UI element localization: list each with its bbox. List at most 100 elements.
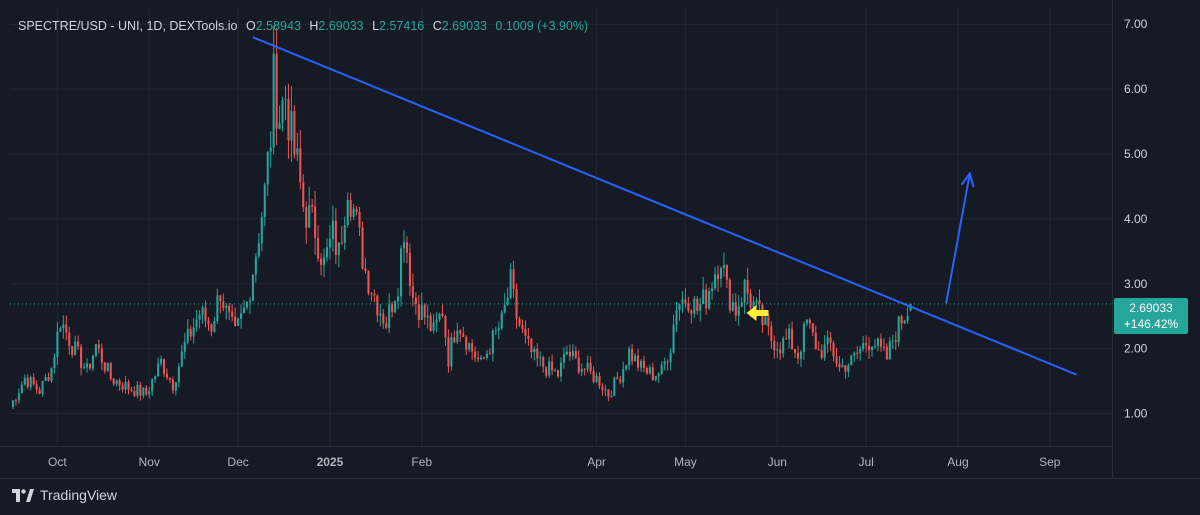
x-tick-label: Apr: [587, 455, 606, 469]
candle-body: [47, 376, 50, 381]
candle-body: [728, 279, 731, 311]
candle-body: [894, 340, 897, 343]
candle-body: [459, 330, 462, 334]
candle-body: [823, 344, 826, 358]
candle-body: [767, 316, 770, 327]
candle: [399, 245, 403, 307]
candle-body: [361, 227, 364, 269]
candle: [257, 233, 260, 259]
candle-body: [456, 330, 459, 343]
candle: [91, 354, 94, 371]
candle-body: [213, 320, 216, 332]
candle-body: [545, 366, 548, 376]
candle-body: [441, 313, 444, 316]
candle: [278, 105, 281, 130]
candle-body: [497, 328, 500, 331]
candle-body: [654, 376, 657, 380]
candle: [681, 291, 684, 314]
candle: [705, 284, 708, 315]
candle-body: [681, 299, 684, 305]
candle-body: [687, 303, 690, 311]
candle: [447, 329, 450, 373]
candle: [666, 359, 669, 371]
yellow-arrow-left-icon: [746, 304, 769, 321]
candle: [559, 357, 563, 382]
candle: [432, 313, 435, 334]
high-label: H: [309, 19, 319, 33]
candle: [337, 242, 340, 268]
candle-body: [165, 373, 169, 378]
candle: [44, 373, 47, 381]
candle: [743, 278, 746, 314]
candle-body: [773, 340, 776, 351]
candle: [663, 357, 666, 371]
candle: [782, 336, 785, 358]
candle-body: [417, 304, 420, 321]
candle: [177, 363, 180, 387]
candle: [26, 374, 29, 390]
candle: [266, 151, 269, 197]
candle: [373, 289, 376, 303]
candle: [468, 342, 471, 353]
candle: [240, 304, 243, 329]
candle: [94, 343, 97, 358]
candle: [388, 293, 391, 334]
candle-body: [376, 295, 379, 316]
candle: [163, 358, 166, 378]
candle: [512, 260, 515, 298]
candle: [385, 316, 388, 330]
candle: [891, 334, 894, 349]
candle-body: [589, 362, 592, 372]
candle: [320, 253, 323, 276]
candle: [225, 303, 228, 320]
candle-body: [328, 238, 331, 248]
breakout-arrow: [945, 171, 975, 304]
candle-body: [530, 338, 533, 353]
candle-body: [17, 393, 20, 401]
candle-body: [491, 330, 494, 354]
candle-body: [225, 305, 228, 309]
candle-body: [91, 355, 94, 369]
low-label: L: [372, 19, 380, 33]
candle: [296, 132, 299, 162]
candle-body: [705, 289, 708, 309]
candle-body: [231, 311, 234, 317]
candle-body: [586, 362, 589, 370]
candle: [906, 306, 909, 324]
candle: [548, 356, 551, 379]
candle-body: [592, 371, 595, 382]
candle-body: [228, 305, 231, 312]
high-value: 2.69033: [318, 19, 364, 33]
candle: [139, 381, 142, 401]
y-tick-label: 3.00: [1124, 277, 1148, 291]
candle: [785, 328, 788, 340]
candle: [651, 362, 654, 381]
candle-body: [65, 324, 68, 333]
candle-body: [610, 396, 613, 398]
candle: [53, 353, 56, 374]
candle-body: [850, 355, 853, 366]
candle-body: [645, 368, 648, 374]
candle: [527, 327, 530, 346]
candle: [32, 373, 35, 386]
candle: [672, 314, 675, 354]
candle-body: [388, 304, 391, 328]
candle: [334, 208, 337, 265]
candle-body: [779, 349, 782, 354]
candle-body: [465, 337, 468, 350]
candle: [349, 192, 352, 222]
candle-body: [32, 377, 35, 385]
candle-body: [817, 349, 820, 351]
candle: [719, 266, 723, 288]
candle: [684, 288, 687, 308]
candle-body: [296, 148, 299, 155]
candle-body: [234, 316, 237, 326]
candle-body: [174, 382, 177, 391]
tradingview-brand[interactable]: TradingView: [12, 487, 117, 503]
candle: [776, 341, 779, 359]
candle: [728, 277, 731, 314]
candle: [903, 319, 906, 325]
candle-body: [305, 207, 308, 228]
